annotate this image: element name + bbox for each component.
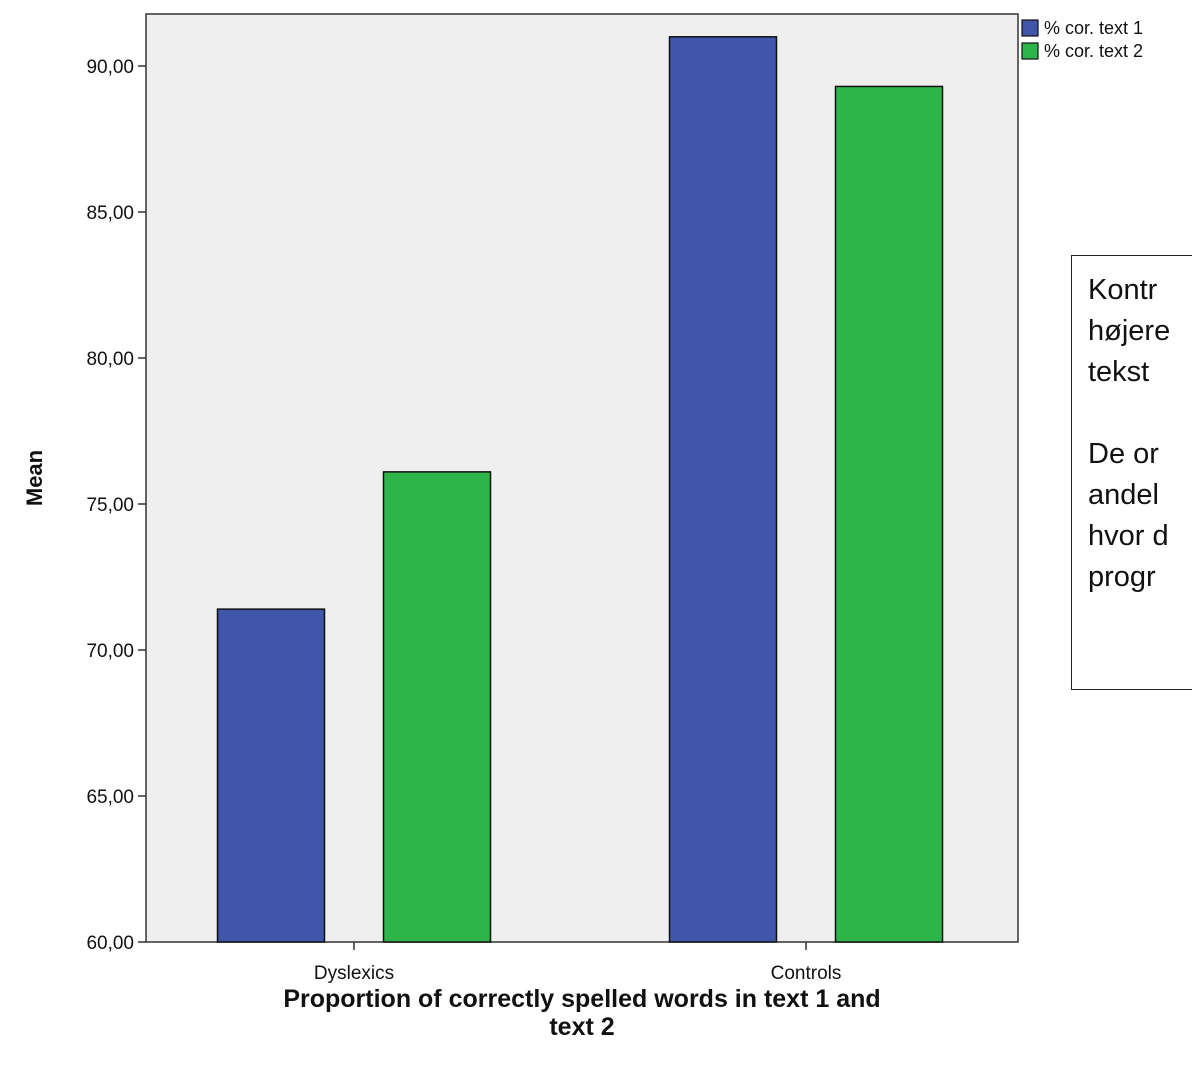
bars-group	[216, 36, 944, 943]
y-tick-label: 90,00	[86, 57, 134, 78]
x-axis: Dyslexics Controls	[314, 942, 841, 984]
x-category-label: Controls	[771, 963, 842, 984]
y-axis: 60,00 65,00 70,00 75,00 80,00 85,00 90,00	[86, 57, 146, 954]
legend-swatch	[1021, 19, 1039, 37]
y-tick-label: 65,00	[86, 787, 134, 808]
y-tick-label: 85,00	[86, 203, 134, 224]
legend-label: % cor. text 1	[1044, 18, 1143, 38]
y-tick-label: 75,00	[86, 495, 134, 516]
bar-controls-series-1	[668, 36, 778, 943]
x-category-label: Dyslexics	[314, 963, 394, 984]
y-tick-label: 60,00	[86, 933, 134, 954]
bar-dyslexics-series-2	[382, 471, 492, 943]
x-axis-title-line-2: text 2	[549, 1013, 614, 1041]
annotation-box: Kontr højere tekst De or andel hvor d pr…	[1071, 255, 1192, 690]
bar-controls-series-2	[834, 85, 944, 943]
annotation-paragraph-2: De or andel hvor d progr	[1088, 438, 1169, 593]
annotation-paragraph-1: Kontr højere tekst	[1088, 274, 1171, 388]
x-axis-title-line-1: Proportion of correctly spelled words in…	[283, 985, 880, 1013]
y-axis-title: Mean	[22, 450, 47, 506]
y-tick-label: 70,00	[86, 641, 134, 662]
legend: % cor. text 1 % cor. text 2	[1021, 18, 1143, 61]
y-tick-label: 80,00	[86, 349, 134, 370]
bar-dyslexics-series-1	[216, 608, 326, 943]
legend-swatch	[1021, 42, 1039, 60]
legend-label: % cor. text 2	[1044, 41, 1143, 61]
